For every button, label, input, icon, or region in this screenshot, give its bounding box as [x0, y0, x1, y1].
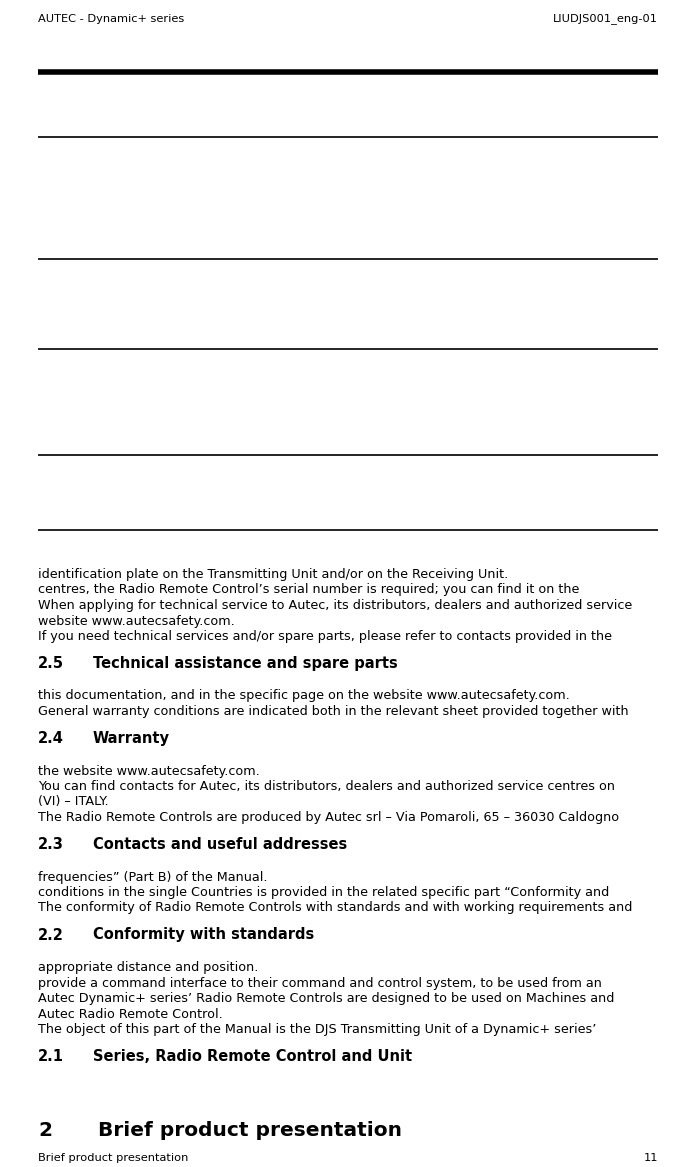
- Text: centres, the Radio Remote Control’s serial number is required; you can find it o: centres, the Radio Remote Control’s seri…: [38, 584, 579, 596]
- Text: Warranty: Warranty: [93, 731, 170, 746]
- Text: Contacts and useful addresses: Contacts and useful addresses: [93, 837, 347, 852]
- Text: Series, Radio Remote Control and Unit: Series, Radio Remote Control and Unit: [93, 1049, 412, 1064]
- Text: If you need technical services and/or spare parts, please refer to contacts prov: If you need technical services and/or sp…: [38, 630, 612, 643]
- Text: 11: 11: [644, 1153, 658, 1163]
- Text: (VI) – ITALY.: (VI) – ITALY.: [38, 796, 109, 809]
- Text: provide a command interface to their command and control system, to be used from: provide a command interface to their com…: [38, 977, 602, 990]
- Text: 2.2: 2.2: [38, 928, 64, 943]
- Text: Autec Radio Remote Control.: Autec Radio Remote Control.: [38, 1007, 223, 1020]
- Text: LIUDJS001_eng-01: LIUDJS001_eng-01: [553, 13, 658, 25]
- Text: this documentation, and in the specific page on the website www.autecsafety.com.: this documentation, and in the specific …: [38, 690, 570, 703]
- Text: Conformity with standards: Conformity with standards: [93, 928, 315, 943]
- Text: General warranty conditions are indicated both in the relevant sheet provided to: General warranty conditions are indicate…: [38, 705, 628, 718]
- Text: Autec Dynamic+ series’ Radio Remote Controls are designed to be used on Machines: Autec Dynamic+ series’ Radio Remote Cont…: [38, 992, 615, 1005]
- Text: appropriate distance and position.: appropriate distance and position.: [38, 960, 258, 974]
- Text: conditions in the single Countries is provided in the related specific part “Con: conditions in the single Countries is pr…: [38, 886, 609, 899]
- Text: the website www.autecsafety.com.: the website www.autecsafety.com.: [38, 764, 260, 777]
- Text: frequencies” (Part B) of the Manual.: frequencies” (Part B) of the Manual.: [38, 871, 267, 883]
- Text: identification plate on the Transmitting Unit and/or on the Receiving Unit.: identification plate on the Transmitting…: [38, 568, 508, 581]
- Text: Brief product presentation: Brief product presentation: [98, 1121, 402, 1140]
- Text: The Radio Remote Controls are produced by Autec srl – Via Pomaroli, 65 – 36030 C: The Radio Remote Controls are produced b…: [38, 811, 619, 824]
- Text: 2.4: 2.4: [38, 731, 64, 746]
- Text: website www.autecsafety.com.: website www.autecsafety.com.: [38, 615, 235, 628]
- Text: When applying for technical service to Autec, its distributors, dealers and auth: When applying for technical service to A…: [38, 599, 632, 612]
- Text: 2: 2: [38, 1121, 52, 1140]
- Text: You can find contacts for Autec, its distributors, dealers and authorized servic: You can find contacts for Autec, its dis…: [38, 780, 615, 794]
- Text: 2.1: 2.1: [38, 1049, 64, 1064]
- Text: 2.3: 2.3: [38, 837, 64, 852]
- Text: Technical assistance and spare parts: Technical assistance and spare parts: [93, 656, 397, 671]
- Text: AUTEC - Dynamic+ series: AUTEC - Dynamic+ series: [38, 14, 184, 25]
- Text: Brief product presentation: Brief product presentation: [38, 1153, 189, 1163]
- Text: 2.5: 2.5: [38, 656, 64, 671]
- Text: The conformity of Radio Remote Controls with standards and with working requirem: The conformity of Radio Remote Controls …: [38, 901, 633, 915]
- Text: The object of this part of the Manual is the DJS Transmitting Unit of a Dynamic+: The object of this part of the Manual is…: [38, 1023, 596, 1036]
